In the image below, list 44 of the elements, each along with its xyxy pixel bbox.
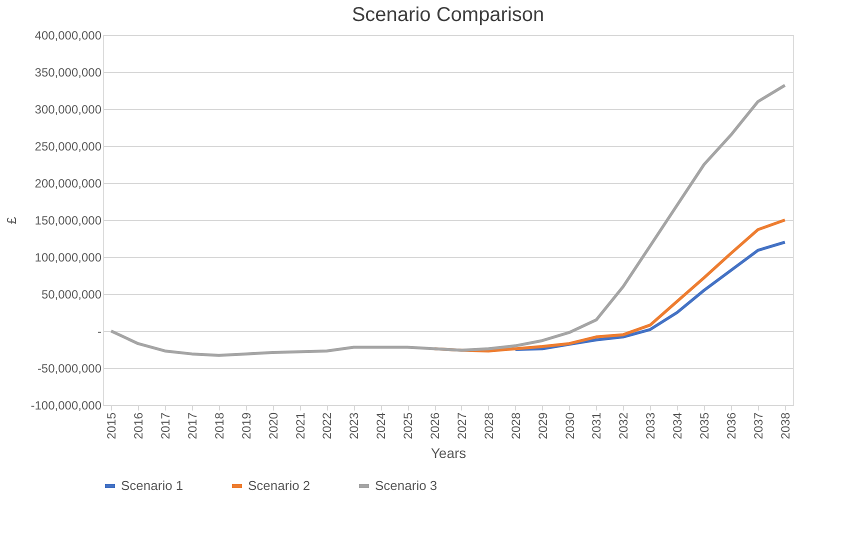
x-axis-title: Years [430, 445, 466, 462]
x-tick-label: 2015 [104, 412, 119, 440]
x-tick-label: 2034 [670, 412, 685, 440]
x-tick-label: 2031 [590, 412, 604, 440]
y-tick-label: -50,000,000 [37, 362, 102, 376]
legend-label: Scenario 1 [121, 478, 184, 493]
y-tick-label: 50,000,000 [41, 288, 102, 302]
x-tick-label: 2026 [428, 412, 442, 440]
x-tick-label: 2021 [293, 412, 308, 440]
x-tick-label: 2030 [562, 412, 577, 440]
y-tick-label: 300,000,000 [34, 102, 102, 116]
x-tick-label: 2023 [347, 412, 362, 440]
legend-label: Scenario 2 [248, 478, 310, 493]
x-tick-label: 2019 [239, 412, 254, 440]
y-tick-label: 350,000,000 [34, 66, 102, 80]
x-tick-label: 2017 [185, 412, 200, 440]
x-tick-label: 2020 [266, 412, 280, 440]
x-tick-label: 2037 [751, 412, 766, 440]
x-tick-label: 2028 [508, 412, 523, 440]
legend-label: Scenario 3 [375, 478, 438, 493]
y-tick-label: - [98, 324, 102, 338]
y-tick-label: 250,000,000 [34, 140, 102, 154]
y-axis-title: £ [4, 216, 19, 224]
y-tick-label: 200,000,000 [34, 176, 102, 190]
x-tick-label: 2028 [482, 412, 496, 440]
x-tick-label: 2029 [536, 412, 550, 440]
x-tick-label: 2022 [320, 412, 334, 440]
y-tick-label: 400,000,000 [34, 28, 102, 42]
y-tick-label: -100,000,000 [30, 398, 102, 412]
line-series [110, 84, 786, 357]
x-tick-label: 2038 [778, 412, 792, 440]
x-tick-label: 2017 [158, 412, 172, 440]
y-tick-label: 150,000,000 [34, 214, 102, 228]
x-tick-label: 2033 [644, 412, 658, 440]
x-tick-label: 2036 [724, 412, 739, 440]
x-tick-label: 2032 [616, 412, 631, 440]
x-tick-label: 2018 [212, 412, 226, 440]
x-tick-label: 2016 [132, 412, 146, 440]
x-tick-label: 2025 [401, 412, 416, 440]
x-tick-label: 2035 [698, 412, 712, 440]
chart-title: Scenario Comparison [352, 4, 544, 26]
x-tick-label: 2024 [374, 412, 388, 440]
x-tick-label: 2027 [454, 412, 469, 440]
y-tick-label: 100,000,000 [34, 250, 102, 264]
